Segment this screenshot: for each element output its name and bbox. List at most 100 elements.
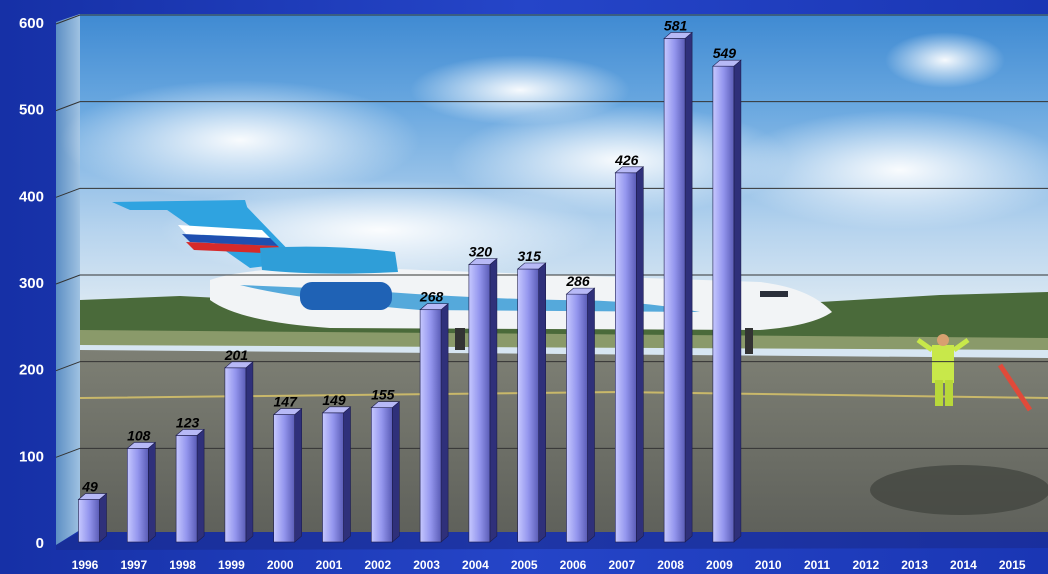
bar-side xyxy=(99,492,107,543)
bar-2000: 147 xyxy=(272,394,303,543)
data-label: 49 xyxy=(81,479,98,495)
x-tick-label: 2015 xyxy=(999,558,1026,572)
bar-1996: 49 xyxy=(77,479,108,543)
bar-2002: 155 xyxy=(370,387,401,543)
y-axis-ticks: 0 100 200 300 400 500 600 xyxy=(19,15,44,552)
bar-top xyxy=(419,303,449,311)
data-label: 155 xyxy=(371,387,395,403)
bar-face xyxy=(614,172,637,543)
ground-marshaller-figure xyxy=(916,334,970,406)
bar-face xyxy=(224,367,247,543)
floor-plane xyxy=(56,532,1048,550)
y-tick-label: 500 xyxy=(19,102,44,119)
data-label: 549 xyxy=(713,45,737,61)
bar-2003: 268 xyxy=(419,289,449,543)
x-axis-ticks: 1996 1997 1998 1999 2000 2001 2002 2003 2004 2005… xyxy=(72,558,1026,572)
x-tick-label: 1999 xyxy=(218,558,245,572)
gridline-wall-200 xyxy=(55,361,81,372)
x-tick-label: 2004 xyxy=(462,558,489,572)
data-label: 149 xyxy=(322,392,346,408)
bar-face xyxy=(663,38,686,543)
bar-side xyxy=(635,166,644,543)
data-label: 201 xyxy=(224,347,249,363)
bar-2005: 315 xyxy=(516,248,547,543)
y-tick-label: 200 xyxy=(19,362,44,379)
bar-2006: 286 xyxy=(565,273,596,543)
bar-face xyxy=(175,435,198,543)
bar-top xyxy=(614,166,645,174)
bar-side xyxy=(489,258,498,543)
x-tick-label: 1997 xyxy=(120,558,147,572)
bar-face xyxy=(370,407,393,543)
bar-top xyxy=(272,408,303,415)
x-tick-label: 2005 xyxy=(511,558,538,572)
x-tick-label: 2008 xyxy=(657,558,684,572)
bar-side xyxy=(148,441,156,543)
bar-face xyxy=(566,293,588,543)
gridlines xyxy=(55,14,1048,458)
bar-face xyxy=(273,414,296,543)
data-label: 320 xyxy=(469,244,493,260)
bar-2009: 549 xyxy=(712,45,742,543)
data-label: 108 xyxy=(127,427,151,443)
bar-side xyxy=(538,262,547,543)
data-label: 426 xyxy=(614,152,639,168)
bar-1997: 108 xyxy=(126,427,157,543)
bar-face xyxy=(712,65,735,543)
bar-face xyxy=(322,412,344,543)
bar-top xyxy=(321,406,352,414)
y-tick-label: 300 xyxy=(19,275,44,292)
bar-2001: 149 xyxy=(321,392,352,543)
bar-top xyxy=(712,59,742,67)
bar-top xyxy=(663,32,693,39)
bar-side xyxy=(684,31,693,543)
y-tick-label: 400 xyxy=(19,188,44,205)
bar-side xyxy=(294,407,303,543)
x-tick-label: 2012 xyxy=(852,558,879,572)
bar-top xyxy=(175,429,205,436)
x-tick-label: 1998 xyxy=(169,558,196,572)
y-tick-label: 100 xyxy=(19,448,44,465)
plot-background-photo xyxy=(60,14,1048,532)
data-label: 286 xyxy=(565,273,590,289)
bar-2008: 581 xyxy=(663,17,693,543)
x-tick-label: 2006 xyxy=(560,558,587,572)
bar-face xyxy=(127,448,149,543)
bar-top xyxy=(224,361,254,369)
bar-side xyxy=(587,287,595,543)
x-tick-label: 2002 xyxy=(364,558,391,572)
x-tick-label: 2000 xyxy=(267,558,294,572)
bar-top xyxy=(565,287,596,295)
bar-top xyxy=(516,262,547,270)
bar-2007: 426 xyxy=(614,152,645,543)
data-label: 147 xyxy=(274,394,299,410)
bar-side xyxy=(391,401,400,543)
x-tick-label: 2011 xyxy=(804,558,830,572)
data-label: 315 xyxy=(518,248,542,264)
gridline-wall-100 xyxy=(55,447,81,458)
bar-top xyxy=(126,442,157,449)
bar-side xyxy=(733,59,742,543)
bar-face xyxy=(78,499,100,543)
x-tick-label: 2014 xyxy=(950,558,977,572)
bar-2004: 320 xyxy=(468,244,498,543)
bar-face xyxy=(468,264,491,543)
x-tick-label: 2003 xyxy=(413,558,440,572)
bar-1998: 123 xyxy=(175,414,205,543)
bar-top xyxy=(370,401,401,408)
bar-side xyxy=(440,303,449,543)
x-tick-label: 2010 xyxy=(755,558,782,572)
gridline-wall-300 xyxy=(55,274,81,285)
chart-floor xyxy=(56,532,1048,550)
bar-face xyxy=(419,309,442,543)
bar-face xyxy=(517,268,540,543)
bar-side xyxy=(245,361,254,543)
bars: 49 108 123 201 147 149 155 268 320 315 286 426 581 54… xyxy=(77,17,742,543)
y-tick-label: 600 xyxy=(19,15,44,32)
bar-side xyxy=(196,428,205,543)
gridline-wall-600 xyxy=(55,14,81,25)
x-tick-label: 2009 xyxy=(706,558,733,572)
bar-top xyxy=(468,258,498,265)
bar-top xyxy=(77,493,108,500)
